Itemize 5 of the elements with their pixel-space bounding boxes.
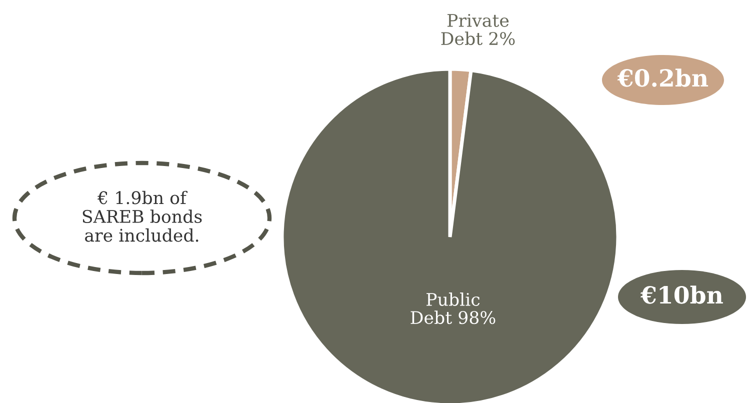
text: € 1.9bn of SAREB bonds are included. <box>82 190 202 242</box>
text: €10bn <box>640 286 723 304</box>
slice-label: Public Debt 98% <box>410 292 496 324</box>
text: €0.2bn <box>617 68 708 87</box>
slice-label: Private Debt 2% <box>441 14 515 46</box>
